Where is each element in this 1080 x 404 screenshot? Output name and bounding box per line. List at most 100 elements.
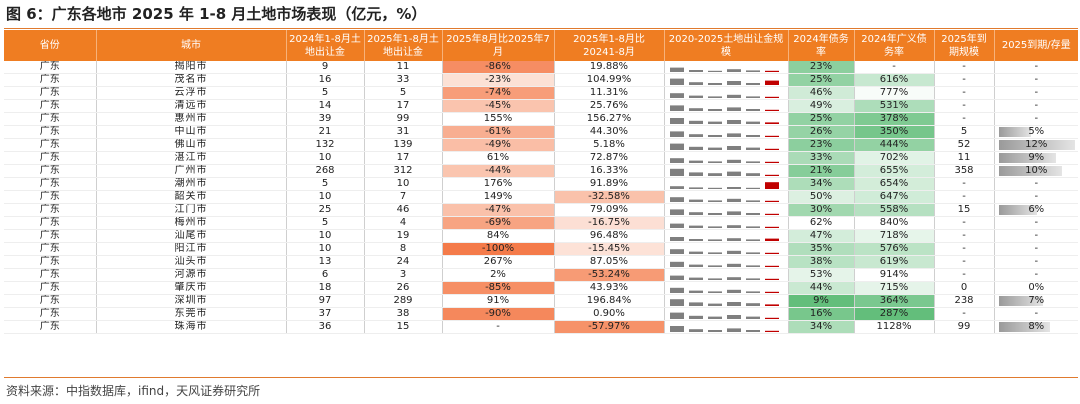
maturity-ratio-value: - (1034, 74, 1039, 85)
cell-yoy: -15.45% (554, 242, 665, 256)
sparkline-bar (727, 159, 741, 163)
sparkline-bar (765, 182, 779, 189)
sparkline-bar (708, 252, 722, 254)
sparkline-bar (765, 226, 779, 228)
cell-yoy: 87.05% (554, 255, 665, 269)
cell-land-sales-2024: 21 (286, 125, 365, 139)
cell-scale-sparkline (664, 216, 789, 230)
sparkline-bar (708, 83, 722, 85)
maturity-ratio-bar-wrap: - (997, 61, 1077, 73)
sparkline-bar (689, 212, 703, 215)
scale-sparkline (670, 78, 779, 85)
cell-city: 江门市 (96, 203, 287, 217)
maturity-ratio-value: - (1034, 269, 1039, 280)
sparkline-bar (727, 198, 741, 202)
table-row: 广东 江门市 25 46 -47% 79.09% 30% 558% 15 6% (4, 203, 1078, 217)
cell-land-sales-2025: 5 (364, 86, 443, 100)
cell-mom: -23% (442, 73, 555, 87)
cell-city: 珠海市 (96, 320, 287, 334)
cell-province: 广东 (4, 320, 97, 334)
cell-debt-ratio: 49% (788, 99, 855, 113)
cell-province: 广东 (4, 281, 97, 295)
cell-province: 广东 (4, 61, 97, 74)
cell-scale-sparkline (664, 151, 789, 165)
scale-sparkline (670, 261, 779, 267)
table-row: 广东 深圳市 97 289 91% 196.84% 9% 364% 238 7% (4, 294, 1078, 308)
cell-yoy: 79.09% (554, 203, 665, 217)
sparkline-bar (727, 238, 741, 241)
header-land-sales-2025: 2025年1-8月土地出让金 (364, 30, 443, 61)
cell-maturity-2025: - (934, 190, 995, 204)
sparkline-bar (670, 261, 684, 267)
source-note: 资料来源：中指数据库，ifind，天风证券研究所 (6, 384, 261, 398)
cell-land-sales-2025: 33 (364, 73, 443, 87)
cell-city: 云浮市 (96, 86, 287, 100)
scale-sparkline (670, 249, 779, 254)
cell-maturity-2025: - (934, 86, 995, 100)
table-header-row: 省份 城市 2024年1-8月土地出让金 2025年1-8月土地出让金 2025… (4, 30, 1078, 61)
sparkline-bar (765, 265, 779, 267)
cell-city: 广州市 (96, 164, 287, 178)
cell-yoy: 96.48% (554, 229, 665, 243)
sparkline-bar (746, 96, 760, 98)
cell-city: 中山市 (96, 125, 287, 139)
sparkline-bar (746, 252, 760, 254)
sparkline-bar (765, 330, 779, 332)
cell-debt-ratio: 26% (788, 125, 855, 139)
sparkline-bar (765, 200, 779, 202)
header-mom: 2025年8月比2025年7月 (442, 30, 555, 61)
sparkline-bar (670, 299, 684, 306)
cell-maturity-ratio: 5% (994, 125, 1078, 139)
cell-scale-sparkline (664, 320, 789, 334)
cell-province: 广东 (4, 255, 97, 269)
maturity-ratio-bar (998, 296, 1043, 306)
cell-broad-debt-ratio: 619% (854, 255, 935, 269)
cell-land-sales-2025: 139 (364, 138, 443, 152)
sparkline-bar (708, 200, 722, 202)
sparkline-bar (727, 250, 741, 254)
sparkline-bar (746, 161, 760, 163)
sparkline-bar (689, 251, 703, 254)
cell-maturity-ratio: - (994, 73, 1078, 87)
maturity-ratio-value: - (1034, 243, 1039, 254)
cell-city: 河源市 (96, 268, 287, 282)
cell-yoy: 5.18% (554, 138, 665, 152)
cell-scale-sparkline (664, 190, 789, 204)
maturity-ratio-bar-wrap: 7% (997, 295, 1077, 307)
cell-broad-debt-ratio: 840% (854, 216, 935, 230)
sparkline-bar (708, 291, 722, 293)
header-province: 省份 (4, 30, 97, 61)
cell-land-sales-2025: 3 (364, 268, 443, 282)
cell-debt-ratio: 23% (788, 138, 855, 152)
sparkline-bar (765, 213, 779, 215)
cell-yoy: 43.93% (554, 281, 665, 295)
cell-scale-sparkline (664, 86, 789, 100)
maturity-ratio-bar (998, 322, 1050, 332)
maturity-ratio-bar-wrap: - (997, 269, 1077, 281)
cell-land-sales-2024: 5 (286, 177, 365, 191)
cell-yoy: -53.24% (554, 268, 665, 282)
sparkline-bar (727, 211, 741, 215)
table-row: 广东 河源市 6 3 2% -53.24% 53% 914% - - (4, 268, 1078, 282)
cell-broad-debt-ratio: 444% (854, 138, 935, 152)
cell-scale-sparkline (664, 229, 789, 243)
cell-maturity-ratio: - (994, 229, 1078, 243)
maturity-ratio-bar-wrap: - (997, 230, 1077, 242)
cell-land-sales-2024: 18 (286, 281, 365, 295)
maturity-ratio-bar-wrap: - (997, 100, 1077, 112)
cell-maturity-ratio: - (994, 86, 1078, 100)
sparkline-bar (689, 120, 703, 124)
cell-yoy: 0.90% (554, 307, 665, 321)
maturity-ratio-bar-wrap: - (997, 256, 1077, 268)
cell-land-sales-2025: 26 (364, 281, 443, 295)
maturity-ratio-value: 7% (1028, 295, 1045, 306)
cell-land-sales-2024: 97 (286, 294, 365, 308)
cell-land-sales-2025: 289 (364, 294, 443, 308)
sparkline-bar (765, 291, 779, 293)
cell-scale-sparkline (664, 73, 789, 87)
maturity-ratio-bar-wrap: - (997, 74, 1077, 86)
table-row: 广东 潮州市 5 10 176% 91.89% 34% 654% - - (4, 177, 1078, 191)
sparkline-bar (689, 290, 703, 293)
cell-debt-ratio: 38% (788, 255, 855, 269)
cell-debt-ratio: 50% (788, 190, 855, 204)
